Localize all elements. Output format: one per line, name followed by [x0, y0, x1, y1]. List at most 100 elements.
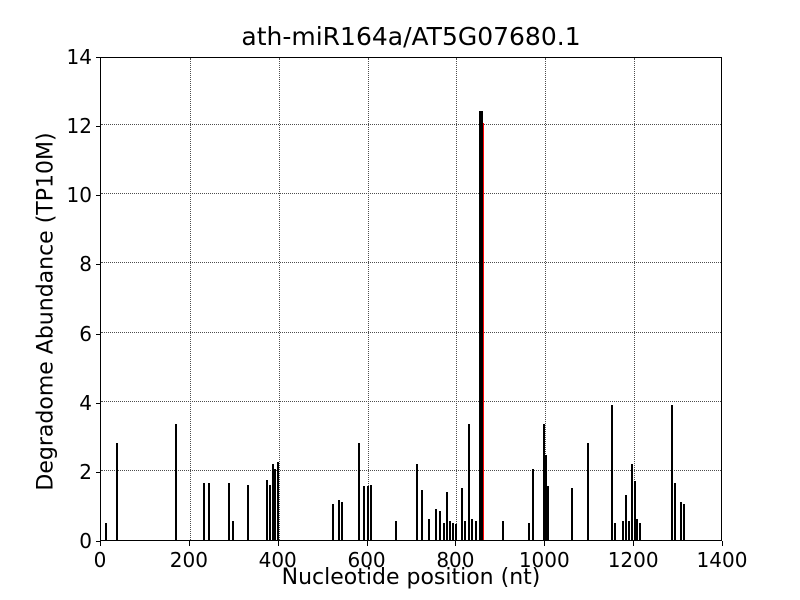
bar — [502, 521, 505, 540]
bar — [367, 486, 370, 540]
bar — [428, 519, 431, 540]
bar — [673, 482, 676, 540]
bar — [442, 522, 445, 540]
y-tick-label: 6 — [79, 321, 92, 346]
y-tick-label: 12 — [66, 114, 92, 139]
x-tick-label: 1000 — [518, 548, 570, 572]
bar — [277, 462, 280, 540]
gridline-x-1200 — [634, 58, 636, 540]
y-tick-mark — [96, 333, 101, 335]
x-axis-label: Nucleotide position (nt) — [281, 565, 541, 590]
bar — [370, 484, 373, 540]
bar — [587, 443, 590, 540]
bar — [266, 479, 269, 540]
gridline-x-1000 — [545, 58, 547, 540]
x-tick-label: 1200 — [607, 548, 659, 572]
y-tick-label: 2 — [79, 459, 92, 484]
bar — [478, 111, 481, 540]
x-tick-mark — [633, 541, 635, 546]
bar — [546, 486, 549, 540]
x-tick-mark — [100, 541, 101, 546]
x-tick-label: 600 — [347, 548, 386, 572]
bar — [636, 519, 639, 540]
gridline-y-12 — [101, 124, 721, 126]
x-tick-label: 1400 — [696, 548, 748, 572]
bar — [627, 521, 630, 540]
bar — [338, 500, 341, 540]
bar — [452, 522, 455, 540]
bar — [474, 521, 477, 540]
bar — [638, 522, 641, 540]
bar — [622, 521, 625, 540]
gridline-x-800 — [456, 58, 458, 540]
y-tick-label: 0 — [79, 529, 92, 553]
bar — [395, 521, 398, 540]
x-tick-mark — [544, 541, 546, 546]
gridline-y-2 — [101, 469, 721, 471]
bar — [531, 469, 534, 540]
x-tick-mark — [277, 541, 279, 546]
bar — [435, 508, 438, 540]
x-tick-mark — [188, 541, 190, 546]
bar — [438, 510, 441, 540]
x-tick-mark — [455, 541, 457, 546]
gridline-x-200 — [189, 58, 191, 540]
y-tick-mark — [96, 126, 101, 128]
bar — [174, 424, 177, 540]
bar — [460, 488, 463, 540]
y-tick-mark — [96, 264, 101, 266]
bar — [246, 484, 249, 540]
plot-area — [100, 57, 722, 541]
bar — [467, 424, 470, 540]
bar — [570, 488, 573, 540]
bar — [231, 521, 234, 540]
bar — [527, 522, 530, 540]
y-axis-label: Degradome Abundance (TP10M) — [33, 132, 59, 491]
bar — [115, 443, 118, 540]
gridline-y-10 — [101, 193, 721, 195]
bar — [614, 522, 617, 540]
bar — [332, 503, 335, 540]
y-tick-label: 4 — [79, 390, 92, 415]
bar — [544, 455, 547, 540]
bar — [625, 495, 628, 540]
bar — [271, 463, 274, 540]
bar — [449, 521, 452, 540]
bar — [682, 503, 685, 540]
bar — [340, 501, 343, 540]
y-tick-mark — [96, 541, 101, 542]
x-tick-label: 0 — [93, 548, 107, 572]
x-tick-label: 200 — [169, 548, 208, 572]
bar — [105, 522, 108, 540]
x-tick-mark — [366, 541, 368, 546]
x-tick-label: 400 — [258, 548, 297, 572]
bar — [630, 463, 633, 540]
bar — [670, 405, 673, 540]
bar — [455, 524, 458, 540]
y-tick-mark — [96, 402, 101, 404]
gridline-y-4 — [101, 400, 721, 402]
bar — [464, 521, 467, 540]
gridline-x-400 — [278, 58, 280, 540]
bar — [446, 491, 449, 540]
bar — [363, 486, 366, 540]
bar — [207, 482, 210, 540]
bar — [268, 484, 271, 540]
y-tick-mark — [96, 471, 101, 473]
bar — [610, 405, 613, 540]
chart-title: ath-miR164a/AT5G07680.1 — [241, 22, 581, 51]
bar — [471, 519, 474, 540]
bar — [274, 469, 277, 540]
bar — [679, 501, 682, 540]
y-tick-mark — [96, 195, 101, 197]
x-tick-label: 800 — [436, 548, 475, 572]
gridline-x-600 — [367, 58, 369, 540]
y-tick-label: 14 — [66, 45, 92, 69]
y-tick-label: 8 — [79, 252, 92, 277]
y-tick-mark — [96, 57, 101, 58]
bar — [416, 463, 419, 540]
bar — [203, 482, 206, 540]
bar — [542, 424, 545, 540]
bar — [358, 443, 361, 540]
